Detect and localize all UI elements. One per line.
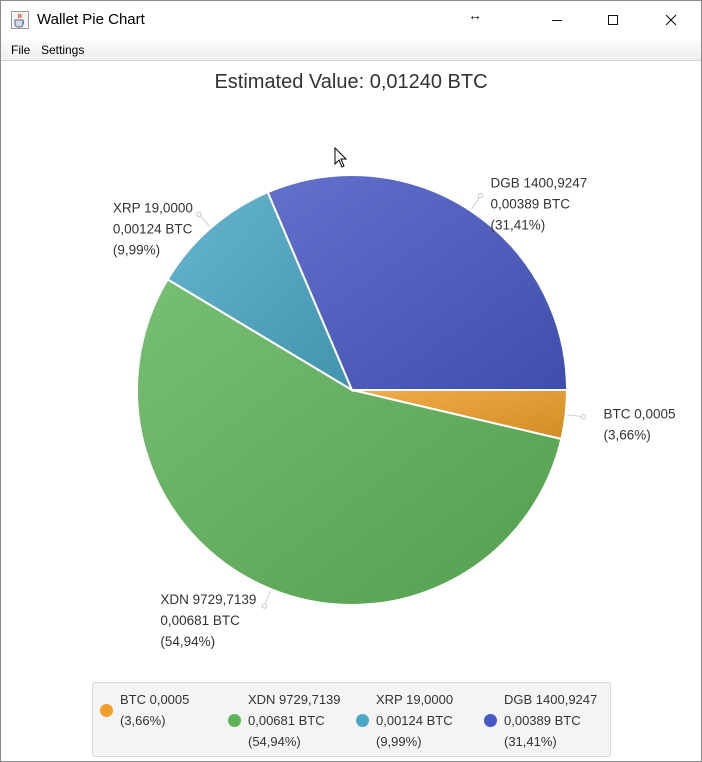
- menu-settings[interactable]: Settings: [41, 43, 85, 57]
- slice-label-dgb: DGB 1400,9247 0,00389 BTC (31,41%): [490, 176, 587, 233]
- chart-title: Estimated Value: 0,01240 BTC: [214, 71, 488, 93]
- legend-item-dgb: DGB 1400,9247 0,00389 BTC (31,41%): [484, 689, 597, 752]
- legend-item-btc: BTC 0,0005 (3,66%): [100, 689, 189, 731]
- legend-label: XDN 9729,7139: [248, 692, 341, 707]
- legend-label: BTC 0,0005: [120, 692, 190, 707]
- pie-slice-dgb: [266, 174, 569, 391]
- legend-label: XRP 19,0000: [376, 692, 454, 707]
- pie-slice-xdn: [136, 278, 563, 606]
- java-cup-icon: [11, 11, 29, 29]
- legend-dot-btc: [100, 703, 113, 717]
- close-icon: [665, 14, 677, 26]
- legend-dot-xrp: [356, 714, 369, 727]
- slice-label-btc: BTC 0,0005 (3,66%): [603, 407, 675, 443]
- label-anchor-xdn: [261, 603, 268, 609]
- legend-label: 0,00681 BTC: [248, 713, 325, 728]
- legend-label: (9,99%): [376, 734, 422, 749]
- minimize-icon: [552, 20, 562, 21]
- legend-label: 0,00124 BTC: [376, 713, 453, 728]
- minimize-button[interactable]: [529, 1, 585, 39]
- label-anchor-dgb: [477, 192, 484, 199]
- legend-dot-xdn: [228, 714, 241, 727]
- chart-legend: BTC 0,0005 (3,66%) XDN 9729,7139 0,00681…: [92, 682, 611, 757]
- window-title: Wallet Pie Chart: [37, 11, 145, 28]
- pie-slice-xrp: [166, 190, 355, 393]
- legend-item-xrp: XRP 19,0000 0,00124 BTC (9,99%): [356, 689, 453, 752]
- label-anchor-xrp: [196, 211, 202, 218]
- legend-label: 0,00389 BTC: [504, 713, 581, 728]
- mouse-pointer-icon: [334, 147, 348, 168]
- legend-label: (54,94%): [248, 734, 301, 749]
- title-bar[interactable]: Wallet Pie Chart ↔: [1, 1, 701, 39]
- chart-area: Estimated Value: 0,01240 BTC BTC 0,0005(…: [1, 61, 701, 761]
- slice-label-xdn: XDN 9729,7139 0,00681 BTC (54,94%): [160, 592, 256, 649]
- maximize-icon: [608, 15, 618, 25]
- legend-label: DGB 1400,9247: [504, 692, 598, 707]
- legend-dot-dgb: [484, 714, 497, 727]
- label-anchor-btc: [580, 414, 587, 420]
- menu-bar: File Settings: [1, 40, 701, 61]
- legend-item-xdn: XDN 9729,7139 0,00681 BTC (54,94%): [228, 689, 341, 752]
- pie-chart: BTC 0,0005 (3,66%) XDN 9729,7139 0,00681 BT…: [113, 174, 676, 649]
- close-button[interactable]: [643, 1, 699, 39]
- resize-cursor-icon: ↔: [468, 7, 482, 23]
- menu-file[interactable]: File: [11, 43, 31, 57]
- legend-label: (3,66%): [120, 713, 166, 728]
- legend-label: (31,41%): [504, 734, 557, 749]
- slice-label-xrp: XRP 19,0000 0,00124 BTC (9,99%): [113, 200, 193, 257]
- maximize-button[interactable]: [585, 1, 641, 39]
